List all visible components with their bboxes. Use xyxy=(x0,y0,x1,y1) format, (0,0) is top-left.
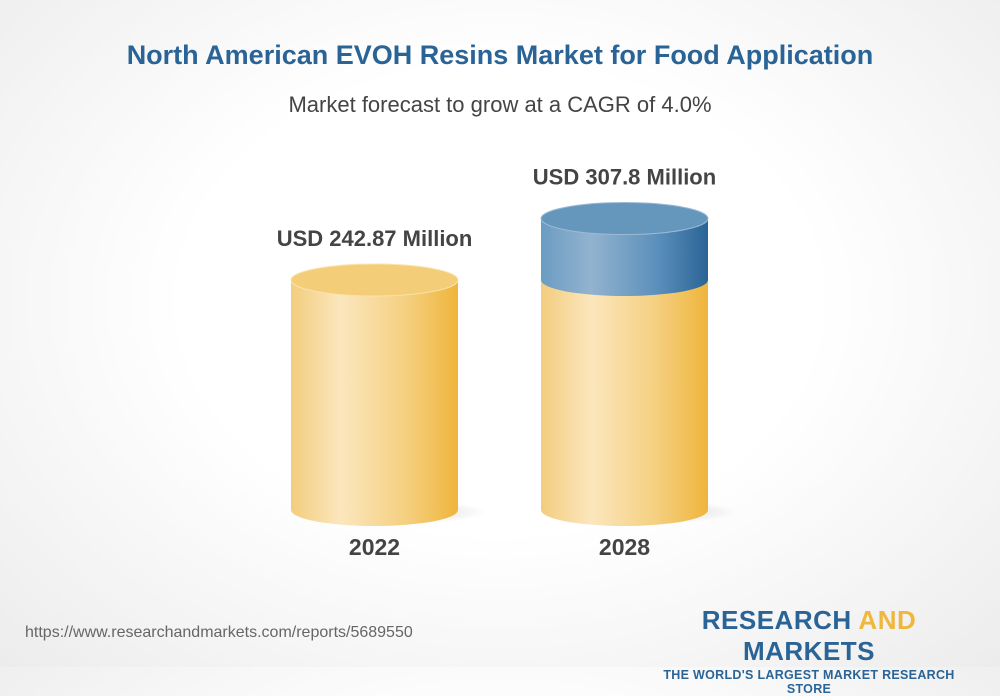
chart-subtitle: Market forecast to grow at a CAGR of 4.0… xyxy=(288,92,712,117)
research-and-markets-logo: RESEARCH AND MARKETS THE WORLD'S LARGEST… xyxy=(640,605,978,696)
category-label: 2028 xyxy=(599,534,650,560)
bar-2028-base xyxy=(541,280,708,526)
bar-2028-growth xyxy=(541,218,708,296)
logo-research: RESEARCH xyxy=(701,605,852,635)
data-label: USD 307.8 Million xyxy=(533,165,716,190)
source-url[interactable]: https://www.researchandmarkets.com/repor… xyxy=(25,624,413,641)
bar-top-2022 xyxy=(290,263,459,297)
logo-and: AND xyxy=(858,605,917,635)
chart-title: North American EVOH Resins Market for Fo… xyxy=(126,40,874,70)
category-label: 2022 xyxy=(349,534,400,560)
logo-markets: MARKETS xyxy=(742,636,876,666)
logo-tagline: THE WORLD'S LARGEST MARKET RESEARCH STOR… xyxy=(663,668,955,696)
cylinder-chart: USD 242.87 Million 2022 USD 307.8 Million 2… xyxy=(277,165,738,560)
bar-top-2028 xyxy=(540,202,709,236)
data-label: USD 242.87 Million xyxy=(277,226,473,251)
bar-2022-base xyxy=(291,280,458,526)
